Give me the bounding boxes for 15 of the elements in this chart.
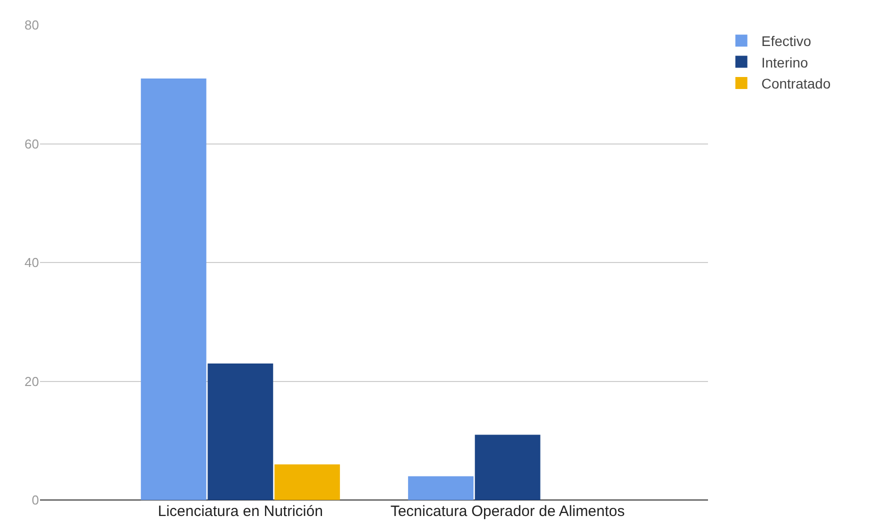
bar bbox=[208, 363, 274, 500]
bar bbox=[274, 464, 340, 500]
y-tick-label: 0 bbox=[32, 492, 39, 508]
y-tick-label: 40 bbox=[24, 255, 39, 270]
y-tick-label: 60 bbox=[24, 136, 39, 152]
bar bbox=[474, 434, 540, 500]
legend-label: Interino bbox=[761, 54, 808, 70]
x-tick-label: Licenciatura en Nutrición bbox=[158, 503, 323, 520]
x-tick-label: Tecnicatura Operador de Alimentos bbox=[390, 503, 625, 520]
y-tick-label: 80 bbox=[24, 18, 39, 33]
legend-label: Efectivo bbox=[761, 33, 812, 50]
y-tick-label: 20 bbox=[24, 374, 39, 389]
legend-label: Contratado bbox=[761, 75, 831, 92]
bar bbox=[408, 476, 474, 500]
bar bbox=[140, 78, 206, 500]
